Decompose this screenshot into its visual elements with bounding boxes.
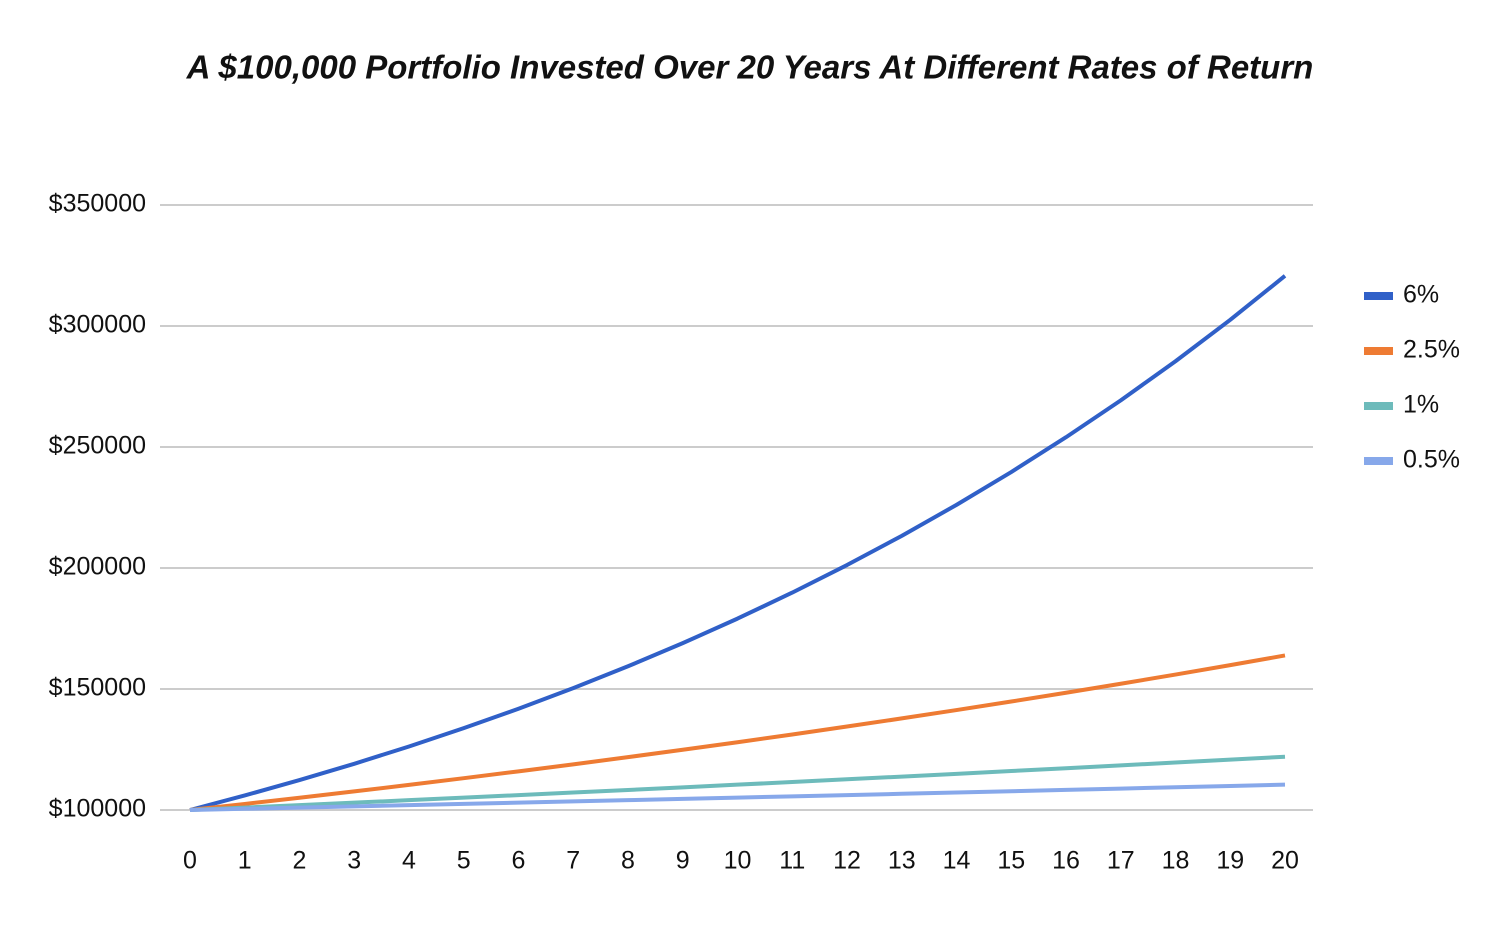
series-line: [189, 274, 1287, 812]
x-tick-label: 10: [724, 847, 752, 875]
legend-label: 6%: [1403, 281, 1439, 309]
chart-title: A $100,000 Portfolio Invested Over 20 Ye…: [186, 49, 1314, 86]
x-tick-label: 3: [347, 847, 361, 875]
x-tick-label: 4: [402, 847, 416, 875]
legend-label: 1%: [1403, 391, 1439, 419]
x-tick-label: 12: [833, 847, 861, 875]
legend-swatch: [1364, 292, 1393, 300]
x-tick-label: 0: [183, 847, 197, 875]
series-line: [189, 653, 1286, 812]
legend-label: 2.5%: [1403, 336, 1460, 364]
legend-label: 0.5%: [1403, 446, 1460, 474]
x-tick-label: 6: [512, 847, 526, 875]
series-line: [189, 782, 1286, 812]
x-tick-label: 9: [676, 847, 690, 875]
x-tick-label: 8: [621, 847, 635, 875]
x-tick-label: 1: [238, 847, 252, 875]
x-tick-label: 20: [1271, 847, 1299, 875]
y-tick-label: $350000: [49, 190, 146, 218]
y-tick-label: $100000: [49, 795, 146, 823]
x-tick-label: 13: [888, 847, 916, 875]
x-tick-label: 15: [997, 847, 1025, 875]
x-tick-label: 19: [1216, 847, 1244, 875]
legend-swatch: [1364, 347, 1393, 355]
x-tick-label: 2: [293, 847, 307, 875]
y-tick-label: $200000: [49, 553, 146, 581]
x-tick-label: 16: [1052, 847, 1080, 875]
y-tick-label: $250000: [49, 432, 146, 460]
x-tick-label: 17: [1107, 847, 1135, 875]
y-tick-label: $300000: [49, 311, 146, 339]
legend-swatch: [1364, 402, 1393, 410]
y-tick-label: $150000: [49, 674, 146, 702]
x-tick-label: 14: [943, 847, 971, 875]
series-line: [189, 754, 1286, 812]
x-tick-label: 18: [1162, 847, 1190, 875]
x-tick-label: 11: [779, 847, 805, 875]
x-tick-label: 5: [457, 847, 471, 875]
x-tick-label: 7: [566, 847, 580, 875]
legend-swatch: [1364, 457, 1393, 465]
